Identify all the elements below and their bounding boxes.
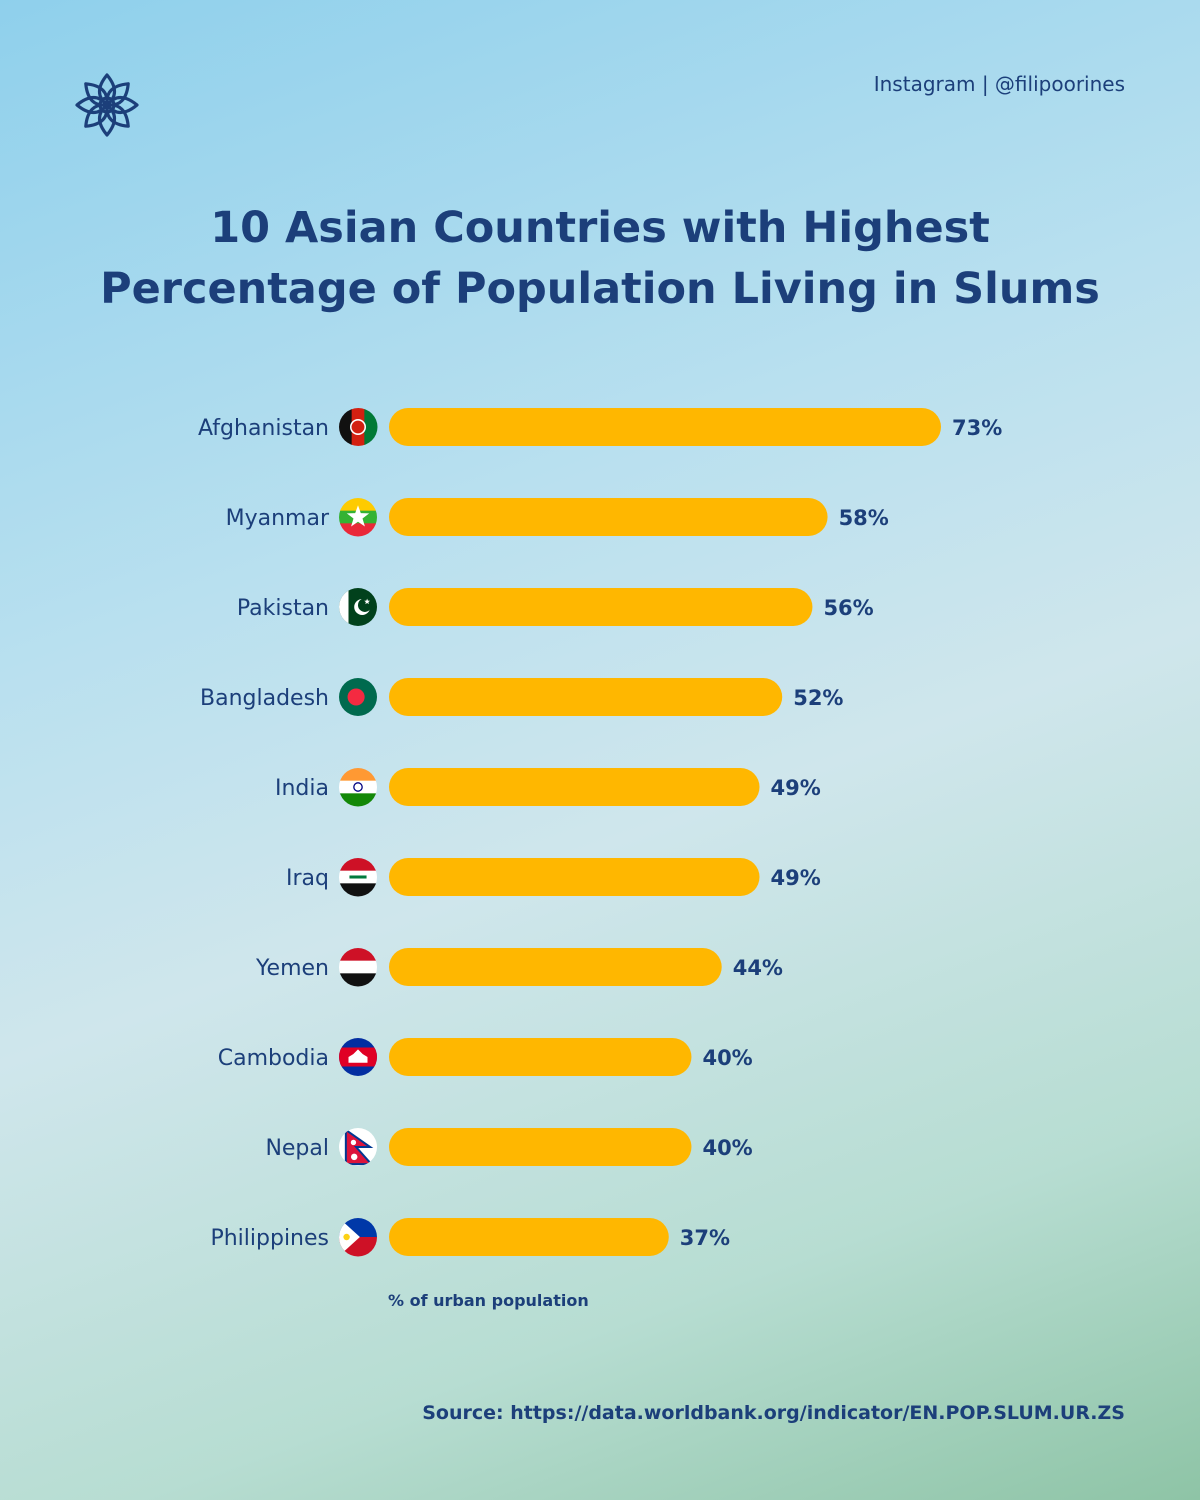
value-label: 37% xyxy=(680,1226,730,1250)
bar xyxy=(389,678,783,716)
value-label: 58% xyxy=(839,506,889,530)
category-label: Bangladesh xyxy=(200,686,329,711)
source-citation: Source: https://data.worldbank.org/indic… xyxy=(422,1402,1125,1424)
category-label: Afghanistan xyxy=(198,416,329,441)
value-label: 40% xyxy=(702,1046,752,1070)
bar xyxy=(389,948,722,986)
iraq-flag-icon xyxy=(339,858,377,897)
bar xyxy=(389,858,760,896)
bar xyxy=(389,1218,669,1256)
chart-title: 10 Asian Countries with Highest Percenta… xyxy=(0,198,1200,320)
category-label: Nepal xyxy=(265,1136,329,1161)
bar xyxy=(389,1128,692,1166)
myanmar-flag-icon xyxy=(339,498,377,537)
category-label: Yemen xyxy=(255,956,329,981)
category-label: Myanmar xyxy=(226,506,330,531)
category-label: Cambodia xyxy=(218,1046,329,1071)
pakistan-flag-icon xyxy=(339,588,377,626)
value-label: 49% xyxy=(771,776,821,800)
value-label: 73% xyxy=(952,416,1002,440)
bar xyxy=(389,768,760,806)
philippines-flag-icon xyxy=(339,1218,377,1257)
chart-title-line-1: 10 Asian Countries with Highest xyxy=(210,203,990,253)
instagram-credit: Instagram | @filipoorines xyxy=(873,72,1125,96)
cambodia-flag-icon xyxy=(339,1038,377,1076)
category-label: Iraq xyxy=(286,866,329,891)
value-label: 49% xyxy=(771,866,821,890)
value-label: 56% xyxy=(823,596,873,620)
category-label: Pakistan xyxy=(237,596,329,621)
bangladesh-flag-icon xyxy=(339,678,377,716)
value-label: 52% xyxy=(793,686,843,710)
nepal-flag-icon xyxy=(339,1128,377,1166)
yemen-flag-icon xyxy=(339,948,377,987)
category-label: Philippines xyxy=(210,1226,329,1251)
category-label: India xyxy=(275,776,329,801)
bar xyxy=(389,498,828,536)
unit-note: % of urban population xyxy=(388,1291,589,1310)
bar xyxy=(389,408,941,446)
value-label: 44% xyxy=(733,956,783,980)
bar xyxy=(389,1038,692,1076)
india-flag-icon xyxy=(339,768,377,807)
chart-title-line-2: Percentage of Population Living in Slums xyxy=(100,264,1100,314)
bar xyxy=(389,588,813,626)
afghanistan-flag-icon xyxy=(339,408,378,446)
value-label: 40% xyxy=(702,1136,752,1160)
flower-logo-icon xyxy=(75,73,139,137)
